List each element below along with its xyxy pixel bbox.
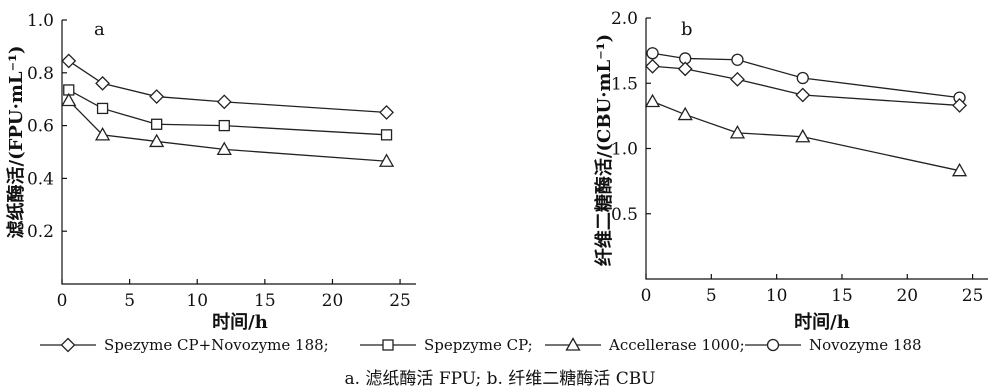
panel-b-x-tick-label: 10 [766,286,788,306]
legend-marker-triangle-icon [565,337,581,351]
legend-marker-square-icon [382,339,394,351]
panel-b-x-tick-label: 15 [831,286,853,306]
panel-a-triangle-point [378,153,395,167]
panel-b-x-tick-label: 25 [962,286,984,306]
panel-a-y-axis-title: 滤纸酶活/(FPU·mL⁻¹) [5,46,27,239]
panel-b-triangle-point [677,106,693,121]
panel-a-x-tick-label: 15 [254,291,276,311]
legend-label-circle: Novozyme 188 [809,336,922,354]
legend-marker-diamond-icon [60,337,76,353]
panel-b-diamond-point [795,87,811,103]
panel-b-diamond-point [952,98,967,113]
panel-a-square-point [151,118,163,130]
panel-b-y-tick-label: 1.0 [611,140,638,160]
panel-b-diamond-point [645,58,660,74]
panel-a-x-axis-title: 时间/h [212,312,268,333]
panel-b-axes [645,18,988,280]
panel-b-chart: b 时间/h 纤维二糖酶活/(CBU·mL⁻¹) 0 5 10 15 20 25 0.5 1.… [593,9,988,333]
legend-label-triangle: Accellerase 1000; [608,336,745,354]
panel-b-x-tick-label: 20 [896,286,918,306]
panel-b-series-diamond-line [652,65,960,107]
panel-b-x-tick-label: 5 [706,286,717,306]
panel-a-diamond-point [61,53,77,69]
panel-a-axes [61,20,416,285]
panel-a-triangle-point [94,127,111,141]
panel-a-y-tick-label: 1.0 [27,11,54,31]
panel-b-y-tick-label: 0.5 [611,205,638,225]
panel-b-y-tick-label: 2.0 [611,9,638,29]
panel-b-triangle-point [729,125,746,139]
panel-a-diamond-point [216,94,232,110]
panel-a-diamond-point [95,75,110,91]
panel-a-diamond-point [149,89,165,104]
panel-b-circle-point [796,71,809,85]
panel-a-square-point [218,119,230,132]
panel-a-x-tick-label: 10 [186,291,208,311]
panel-a-triangle-point [216,141,232,156]
panel-b-y-tick-label: 1.5 [611,74,638,94]
panel-b-circle-point [731,53,744,66]
panel-a-square-point [380,129,393,141]
panel-b-circle-point [646,47,659,60]
legend-label-diamond: Spezyme CP+Novozyme 188; [104,336,329,354]
panel-a-triangle-point [61,92,77,107]
panel-a-x-tick-label: 5 [124,291,135,311]
legend-marker-circle-icon [766,338,780,352]
panel-b-x-axis-title: 时间/h [794,312,850,333]
panel-b-label: b [681,19,693,40]
panel-a-y-tick-label: 0.8 [27,64,54,84]
legend-label-square: Spepzyme CP; [424,336,533,354]
panel-a-triangle-point [149,133,165,148]
panel-a-label: a [94,19,105,40]
figure-caption: a. 滤纸酶活 FPU; b. 纤维二糖酶活 CBU [344,369,655,389]
panel-a-y-tick-label: 0.4 [27,169,54,189]
legend: Spezyme CP+Novozyme 188; Spepzyme CP; Acce… [40,336,922,354]
panel-a-x-tick-label: 0 [57,291,68,311]
panel-b-triangle-point [795,128,811,143]
panel-a-y-tick-label: 0.2 [27,222,54,242]
panel-a-y-tick-label: 0.6 [27,117,54,137]
panel-a-x-tick-label: 20 [322,291,344,311]
panel-a-x-tick-label: 25 [389,291,411,311]
panel-b-diamond-point [730,71,745,87]
panel-a-diamond-point [379,104,394,120]
panel-a-chart: a 时间/h 滤纸酶活/(FPU·mL⁻¹) 0 5 10 15 20 25 0.2 0.4 0… [5,11,416,333]
panel-a-square-point [96,102,109,115]
panel-b-diamond-point [677,61,693,77]
panel-b-x-tick-label: 0 [641,286,652,306]
panel-b-triangle-point [951,162,968,177]
panel-b-y-axis-title: 纤维二糖酶活/(CBU·mL⁻¹) [593,34,615,266]
panel-b-triangle-point [644,93,661,108]
